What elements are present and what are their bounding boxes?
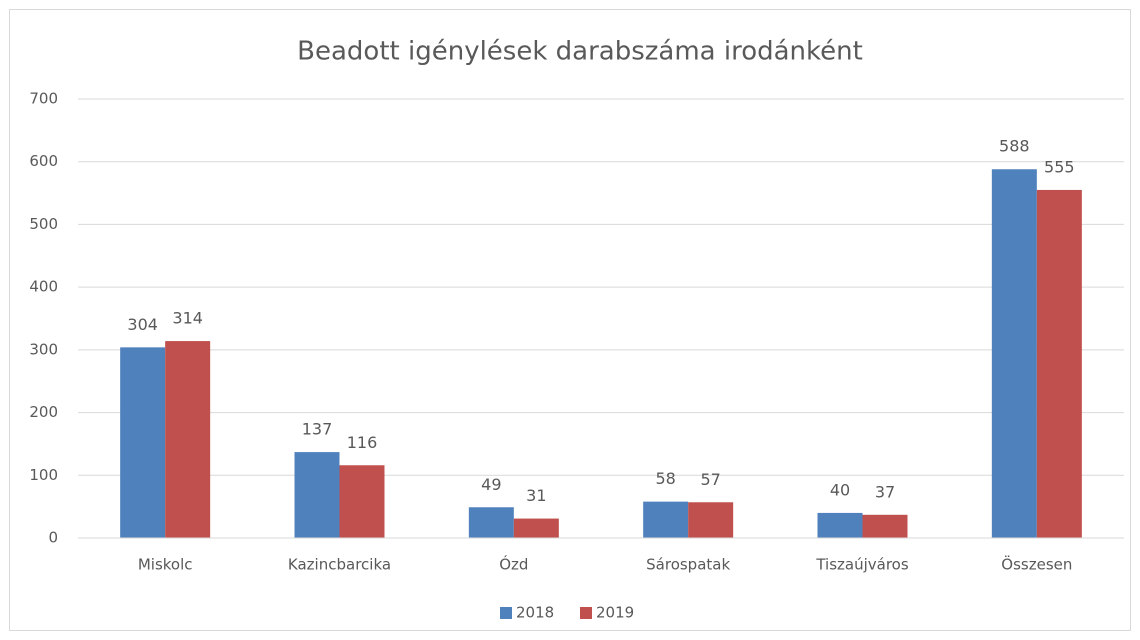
bar xyxy=(991,169,1037,539)
chart-title: Beadott igénylések darabszáma irodánként xyxy=(297,37,863,67)
data-label: 304 xyxy=(127,315,158,334)
data-label: 588 xyxy=(999,137,1030,156)
y-tick-label: 500 xyxy=(29,215,58,233)
data-label: 58 xyxy=(655,469,675,488)
bar xyxy=(688,502,734,538)
y-tick-label: 200 xyxy=(29,403,58,421)
legend-label: 2018 xyxy=(516,604,554,622)
bar xyxy=(513,518,559,538)
data-label: 137 xyxy=(302,420,333,439)
legend-label: 2019 xyxy=(596,604,634,622)
bar xyxy=(165,341,211,538)
bar xyxy=(862,514,908,538)
y-tick-label: 300 xyxy=(29,340,58,358)
data-label: 555 xyxy=(1044,157,1075,176)
data-label: 57 xyxy=(700,470,720,489)
bar xyxy=(294,452,340,538)
y-tick-label: 600 xyxy=(29,152,58,170)
x-tick-label: Sárospatak xyxy=(646,556,730,574)
data-label: 40 xyxy=(830,480,850,499)
y-tick-label: 100 xyxy=(29,466,58,484)
bar xyxy=(1036,189,1082,538)
x-tick-label: Ózd xyxy=(499,555,528,574)
bar xyxy=(468,507,514,538)
bar xyxy=(817,512,863,538)
y-tick-label: 0 xyxy=(48,529,58,547)
data-label: 314 xyxy=(172,309,203,328)
data-label: 31 xyxy=(526,486,546,505)
legend-swatch xyxy=(500,607,512,619)
bar xyxy=(643,501,689,538)
y-tick-label: 400 xyxy=(29,278,58,296)
x-tick-label: Miskolc xyxy=(138,556,193,574)
bar xyxy=(339,465,385,538)
data-label: 49 xyxy=(481,475,501,494)
x-tick-label: Összesen xyxy=(1001,555,1072,574)
data-label: 116 xyxy=(347,433,378,452)
data-label: 37 xyxy=(875,482,895,501)
y-tick-label: 700 xyxy=(29,90,58,108)
bar xyxy=(120,347,166,538)
legend-swatch xyxy=(580,607,592,619)
x-tick-label: Kazincbarcika xyxy=(288,556,391,574)
x-tick-label: Tiszaújváros xyxy=(815,556,909,574)
